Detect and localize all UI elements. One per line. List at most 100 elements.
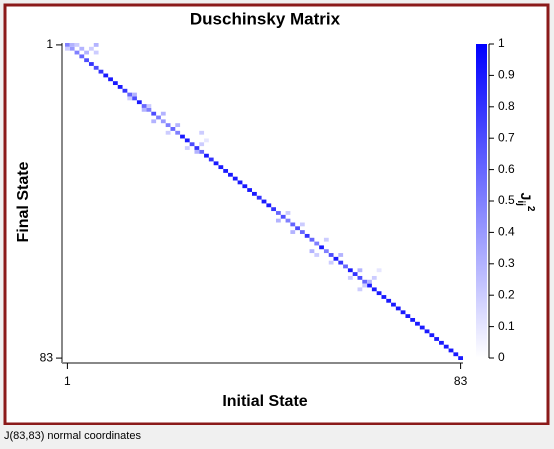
heatmap-cell: [69, 43, 75, 47]
heatmap-cell: [194, 149, 200, 154]
heatmap-cell: [256, 195, 262, 200]
heatmap-cell: [98, 69, 104, 74]
heatmap-cell: [357, 287, 363, 292]
heatmap-cell: [371, 287, 377, 292]
heatmap-cell: [175, 123, 181, 128]
y-tick-label: 83: [40, 350, 54, 364]
heatmap-cell: [328, 253, 334, 257]
heatmap-cell: [180, 134, 185, 139]
heatmap-cell: [136, 100, 142, 105]
heatmap-cell: [434, 337, 440, 341]
heatmap-cell: [405, 314, 411, 318]
heatmap-cell: [160, 111, 166, 116]
heatmap-cell: [79, 54, 85, 59]
heatmap-cell: [69, 46, 75, 51]
heatmap-cell: [242, 184, 248, 189]
heatmap-cell: [252, 191, 257, 196]
heatmap-cell: [237, 180, 243, 185]
heatmap-cell: [127, 96, 133, 101]
colorbar-label-base: J: [518, 193, 534, 201]
x-tick-label: 1: [64, 374, 71, 388]
heatmap-cell: [304, 233, 310, 238]
colorbar-tick-label: 0.3: [498, 256, 515, 270]
heatmap-cell: [271, 207, 276, 212]
heatmap-cell: [189, 142, 195, 147]
heatmap-cell: [117, 85, 123, 89]
status-bar: [0, 425, 554, 449]
heatmap-cell: [367, 283, 372, 288]
heatmap-cell: [309, 237, 315, 242]
heatmap-cell: [170, 127, 176, 131]
colorbar-label-sup: 2: [525, 206, 536, 212]
heatmap-cell: [93, 50, 99, 55]
colorbar-tick-label: 0.5: [498, 193, 515, 207]
heatmap-cell: [338, 253, 344, 257]
heatmap-cell: [338, 260, 344, 265]
colorbar: [476, 44, 487, 358]
heatmap-cell: [218, 165, 224, 170]
heatmap-cell: [175, 130, 181, 135]
heatmap-cell: [151, 111, 157, 116]
heatmap-cell: [347, 275, 353, 280]
heatmap-cell: [362, 283, 368, 288]
heatmap-cell: [357, 275, 363, 280]
heatmap-cell: [204, 153, 209, 158]
colorbar-tick-label: 0: [498, 350, 505, 364]
heatmap-cell: [275, 211, 281, 215]
heatmap-cell: [376, 291, 382, 296]
heatmap-cell: [295, 226, 300, 231]
colorbar-label-sub: ij: [515, 200, 526, 206]
heatmap-cell: [74, 50, 80, 55]
heatmap-cell: [184, 138, 190, 143]
heatmap-cell: [199, 142, 205, 147]
heatmap-cell: [290, 222, 296, 227]
colorbar-tick-label: 0.9: [498, 68, 515, 82]
chart-title: Duschinsky Matrix: [190, 9, 341, 28]
heatmap-cell: [319, 245, 324, 250]
colorbar-tick-label: 0.1: [498, 319, 515, 333]
heatmap-cell: [381, 295, 387, 299]
heatmap-cell: [208, 157, 214, 162]
heatmap-cell: [65, 46, 70, 51]
heatmap-cell: [88, 62, 94, 66]
heatmap-cell: [65, 43, 70, 47]
heatmap-cell: [223, 169, 229, 173]
heatmap-cell: [415, 321, 420, 326]
colorbar-label: Jij2: [515, 193, 536, 212]
heatmap-cell: [103, 73, 109, 78]
heatmap-cell: [323, 249, 329, 254]
heatmap-cell: [443, 344, 449, 349]
heatmap-cell: [108, 77, 113, 82]
heatmap-cell: [184, 146, 190, 150]
heatmap-cell: [328, 260, 334, 265]
heatmap-cell: [266, 203, 272, 208]
heatmap-cell: [386, 298, 392, 303]
x-tick-label: 83: [454, 374, 468, 388]
heatmap-cell: [232, 176, 238, 181]
heatmap-cell: [410, 317, 416, 322]
x-axis-label: Initial State: [222, 393, 307, 410]
heatmap-cell: [343, 264, 348, 269]
heatmap-cell: [199, 149, 205, 154]
heatmap-cell: [299, 230, 305, 234]
heatmap-cell: [156, 115, 161, 120]
heatmap-cell: [290, 230, 296, 234]
y-tick-label: 1: [46, 37, 53, 51]
heatmap-cell: [261, 199, 267, 204]
heatmap-cell: [448, 348, 454, 353]
heatmap-cell: [84, 50, 89, 55]
status-text: J(83,83) normal coordinates: [4, 430, 141, 442]
y-axis-label: Final State: [15, 161, 32, 242]
heatmap-cell: [299, 222, 305, 227]
heatmap-cell: [84, 58, 89, 63]
heatmap-cell: [429, 333, 435, 338]
heatmap-cell: [285, 218, 291, 223]
heatmap-cell: [314, 253, 320, 257]
heatmap-cell: [371, 275, 377, 280]
heatmap-cell: [122, 88, 128, 93]
heatmap-cell: [275, 218, 281, 223]
colorbar-tick-label: 0.8: [498, 99, 515, 113]
heatmap-cell: [400, 310, 406, 315]
heatmap-cell: [333, 256, 339, 261]
heatmap-cell: [367, 279, 372, 284]
